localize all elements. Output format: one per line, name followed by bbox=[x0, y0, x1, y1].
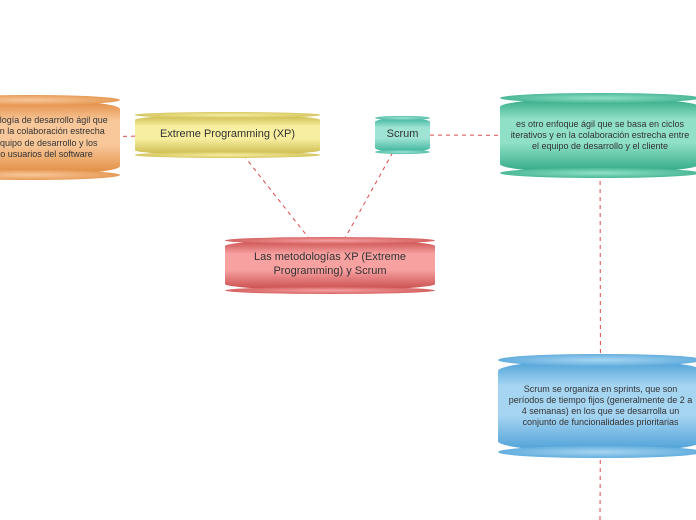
node-xp: Extreme Programming (XP) bbox=[135, 115, 320, 155]
edge bbox=[344, 152, 393, 240]
node-scrum-desc: es otro enfoque ágil que se basa en cicl… bbox=[500, 98, 696, 173]
node-scrum: Scrum bbox=[375, 118, 430, 152]
node-xp-desc-label: una metodología de desarrollo ágil que s… bbox=[0, 115, 112, 160]
node-center-label: Las metodologías XP (Extreme Programming… bbox=[233, 251, 427, 279]
node-scrum-desc-label: es otro enfoque ágil que se basa en cicl… bbox=[508, 119, 692, 153]
node-xp-label: Extreme Programming (XP) bbox=[160, 128, 295, 142]
node-sprints: Scrum se organiza en sprints, que son pe… bbox=[498, 360, 696, 452]
node-xp-desc: una metodología de desarrollo ágil que s… bbox=[0, 100, 120, 175]
node-center: Las metodologías XP (Extreme Programming… bbox=[225, 240, 435, 290]
node-scrum-label: Scrum bbox=[387, 128, 419, 142]
node-sprints-label: Scrum se organiza en sprints, que son pe… bbox=[506, 384, 695, 429]
edge bbox=[243, 155, 310, 240]
